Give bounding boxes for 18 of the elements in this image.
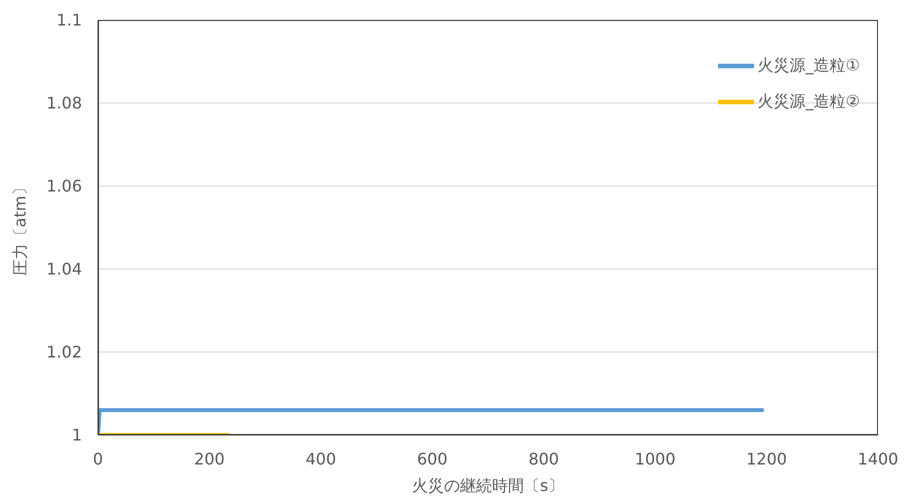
y-tick-label: 1.08 <box>46 94 82 113</box>
y-tick-label: 1 <box>72 426 82 445</box>
legend-label: 火災源_造粒① <box>758 55 860 74</box>
y-axis-title: 圧力〔atm〕 <box>10 180 30 276</box>
y-tick-label: 1.04 <box>46 260 82 279</box>
legend-label: 火災源_造粒② <box>758 91 860 110</box>
y-tick-label: 1.02 <box>46 342 82 362</box>
x-tick-label: 1000 <box>634 449 676 468</box>
x-tick-label: 600 <box>417 449 448 468</box>
x-tick-label: 400 <box>306 449 336 468</box>
x-axis-title: 火災の継続時間〔s〕 <box>412 476 564 495</box>
x-tick-label: 0 <box>92 449 104 468</box>
x-tick-label: 1400 <box>858 449 898 468</box>
x-tick-label: 800 <box>528 449 559 468</box>
x-tick-label: 200 <box>194 449 225 468</box>
y-tick-label: 1.06 <box>46 176 82 196</box>
y-tick-label: 1.1 <box>56 10 82 30</box>
x-tick-label: 1200 <box>746 449 787 468</box>
